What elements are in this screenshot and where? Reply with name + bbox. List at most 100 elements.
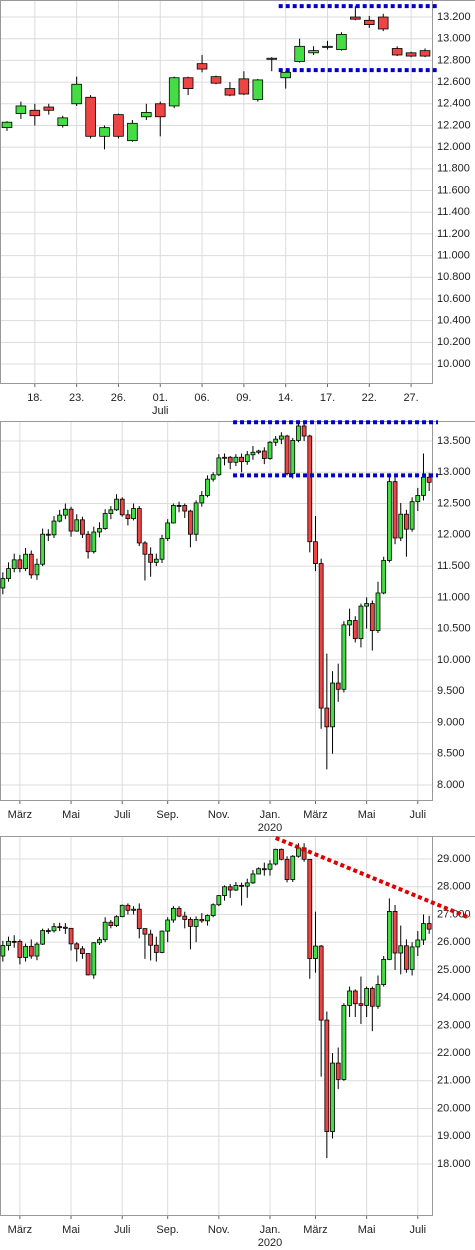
candle-body [391,48,403,56]
candle-body [176,907,182,917]
y-tick-label: 8.500 [437,748,465,760]
candle-body [91,531,97,553]
candle-body [267,441,273,459]
x-tick-label: 06. [194,392,209,404]
candle-body [409,946,415,970]
candle-body [102,921,108,941]
candle-body [278,848,284,860]
candle-body [29,109,41,117]
x-tick-label: Nov. [208,809,230,821]
candle-body [273,438,279,443]
y-tick-label: 9.500 [437,685,465,697]
candle-body [404,513,409,530]
candle-body [381,560,387,594]
candle-body [97,939,102,944]
candle-body [364,603,370,607]
candle-body [364,988,370,1006]
candle-body [45,930,51,932]
candle-body [341,1004,347,1080]
y-tick-label: 12.000 [437,141,471,153]
candle-body [322,45,333,48]
y-tick-label: 12.500 [437,497,471,509]
candle-body [34,943,40,957]
x-tick-label: Juli [114,809,131,821]
candle-body [193,919,199,927]
x-tick-label: Mai [358,1224,376,1236]
candle-body [350,16,361,20]
candle-body [148,553,154,563]
candle-body [28,945,34,957]
x-sublabel: 2020 [258,1237,282,1249]
y-tick-label: 11.400 [437,206,470,218]
candle-body [405,52,417,57]
candle-body [386,911,392,960]
candle-body [71,83,82,105]
candle-body [153,558,159,563]
x-sublabel: Juli [152,405,169,417]
candle-body [170,907,176,921]
candle-body [168,77,180,107]
candle-body [358,605,364,640]
candle-body [369,603,375,631]
candle-body [108,509,114,514]
candle-body [6,940,11,946]
candle-body [318,945,324,1021]
candle-body [261,868,267,871]
candle-body [294,45,305,62]
candle-body [113,114,124,137]
y-tick-label: 29.000 [437,853,471,865]
x-tick-label: 26. [111,392,126,404]
candle-body [99,127,110,137]
y-tick-label: 12.800 [437,54,471,66]
candle-body [148,933,154,946]
x-tick-label: Mai [62,1224,80,1236]
candle-body [308,50,319,54]
candle-body [125,904,131,911]
candle-body [28,553,34,576]
y-tick-label: 11.000 [437,249,470,261]
candle-body [250,873,256,884]
y-tick-label: 13.000 [437,33,471,45]
y-tick-label: 8.000 [437,779,465,791]
y-tick-label: 12.000 [437,529,471,541]
candle-body [352,620,358,640]
y-tick-label: 20.000 [437,1102,471,1114]
candle-body [256,450,262,453]
candle-body [199,495,205,504]
candle-body [74,519,80,532]
candle-body [421,476,426,496]
candle-body [210,76,222,84]
candle-body [182,915,188,920]
candle-body [34,563,40,576]
candle-body [57,117,68,126]
candle-body [159,538,165,560]
candle-body [392,481,398,539]
candle-body [244,454,250,463]
candle-body [227,456,233,463]
candle-body [142,928,148,935]
x-tick-label: 27. [403,392,418,404]
candle-body [23,945,28,958]
candle-body [273,848,279,865]
candle-body [62,926,68,929]
candle-body [336,33,347,50]
candle-body [165,522,171,539]
x-tick-label: 14. [278,392,293,404]
y-tick-label: 10.400 [437,315,471,327]
y-tick-label: 12.200 [437,119,471,131]
candle-body [392,911,398,954]
candle-body [239,884,244,887]
x-tick-label: März [303,1224,327,1236]
plot-frame [0,421,433,801]
candle-body [419,50,431,57]
candle-body [239,456,244,463]
candle-body [375,984,381,1007]
candle-body [91,942,97,976]
candle-body [318,563,324,709]
candle-body [256,868,262,875]
candle-body [136,908,142,930]
candle-body [199,919,205,922]
y-tick-label: 10.000 [437,654,471,666]
candle-body [415,495,421,503]
y-tick-label: 28.000 [437,881,471,893]
